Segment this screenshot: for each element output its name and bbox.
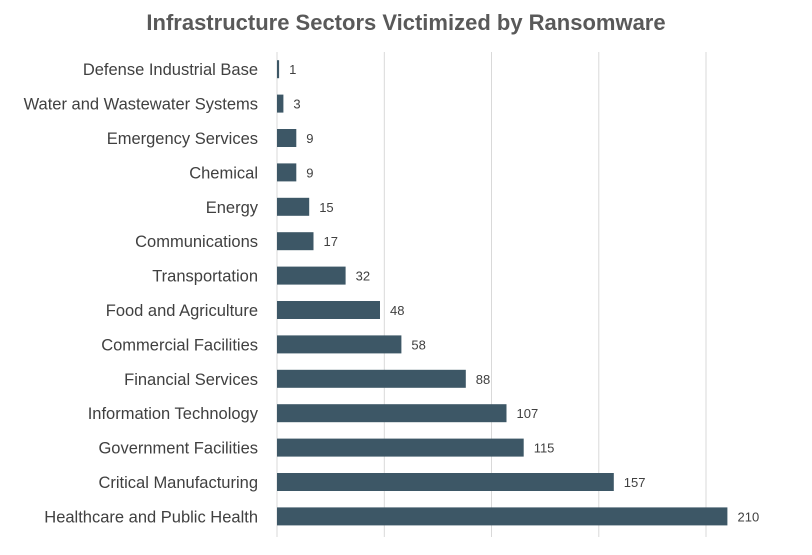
value-label: 1 [289,62,296,77]
bar [277,473,614,491]
bar [277,197,310,216]
bar [277,129,297,147]
bar [277,301,380,319]
value-label: 3 [293,97,300,112]
bar [277,266,346,285]
value-label: 9 [306,165,313,180]
bar [277,438,524,457]
bar [277,404,507,423]
bars [277,60,728,526]
value-label: 210 [738,509,760,524]
value-label: 15 [319,200,333,215]
category-labels: Defense Industrial Base Water and Wastewa… [24,61,259,526]
gridlines [276,52,707,537]
value-label: 32 [356,269,370,284]
category-label: Critical Manufacturing [98,474,258,492]
value-label: 107 [517,406,539,421]
value-label: 157 [624,475,646,490]
category-label: Financial Services [124,371,258,389]
category-label: Healthcare and Public Health [44,508,258,526]
category-label: Water and Wastewater Systems [24,96,258,114]
bar [277,94,284,113]
value-label: 9 [306,131,313,146]
bar [277,163,297,182]
bar [277,369,466,388]
value-label: 115 [534,441,555,456]
category-label: Defense Industrial Base [83,61,258,79]
category-label: Commercial Facilities [101,336,258,354]
category-label: Communications [135,233,258,251]
category-label: Energy [206,199,259,217]
category-label: Information Technology [88,405,259,423]
bar [277,335,402,354]
bar [277,507,728,526]
category-label: Emergency Services [107,130,258,148]
value-label: 17 [324,234,338,249]
value-label: 58 [411,337,425,352]
bar [277,60,280,79]
value-labels: 1 3 9 9 15 17 32 48 58 88 107 115 157 210 [289,62,759,524]
category-label: Chemical [189,164,258,182]
category-label: Food and Agriculture [106,302,258,320]
value-label: 88 [476,372,490,387]
category-label: Transportation [152,268,258,286]
value-label: 48 [390,303,404,318]
bar [277,232,314,251]
category-label: Government Facilities [98,440,258,458]
chart-title: Infrastructure Sectors Victimized by Ran… [146,10,665,35]
